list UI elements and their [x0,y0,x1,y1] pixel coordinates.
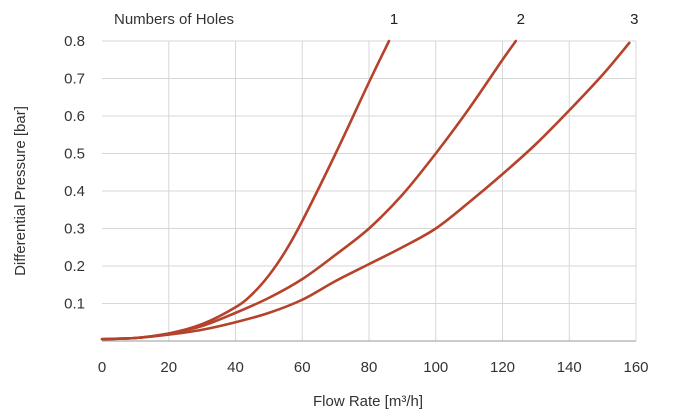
labels: 0 20 40 60 80 100 120 140 160 0.1 0.2 0.3 0.4 0.5 0.6 0… [64,11,648,376]
y-axis-title: Differential Pressure [bar] [12,106,29,276]
series-line-2 [100,39,518,341]
y-tick-label: 0.6 [64,108,85,125]
y-tick-label: 0.1 [64,296,85,313]
x-tick-label: 80 [361,359,378,376]
x-tick-label: 60 [294,359,311,376]
x-tick-label: 20 [160,359,177,376]
y-tick-label: 0.7 [64,71,85,88]
y-tick-label: 0.2 [64,258,85,275]
x-axis-title: Flow Rate [m³/h] [313,393,423,410]
plot-lines [100,39,631,341]
series-line-3 [100,41,631,341]
y-tick-label: 0.8 [64,33,85,50]
y-tick-label: 0.3 [64,221,85,238]
series-label-2: 2 [517,11,525,28]
series-label-3: 3 [630,11,638,28]
x-tick-label: 100 [423,359,448,376]
x-tick-label: 140 [557,359,582,376]
y-tick-label: 0.5 [64,146,85,163]
x-tick-label: 0 [98,359,106,376]
grid [102,40,637,341]
x-tick-label: 120 [490,359,515,376]
series-label-1: 1 [390,11,398,28]
y-tick-label: 0.4 [64,183,85,200]
x-tick-label: 40 [227,359,244,376]
legend-title: Numbers of Holes [114,11,234,28]
series-line-1 [100,39,391,341]
x-tick-label: 160 [623,359,648,376]
